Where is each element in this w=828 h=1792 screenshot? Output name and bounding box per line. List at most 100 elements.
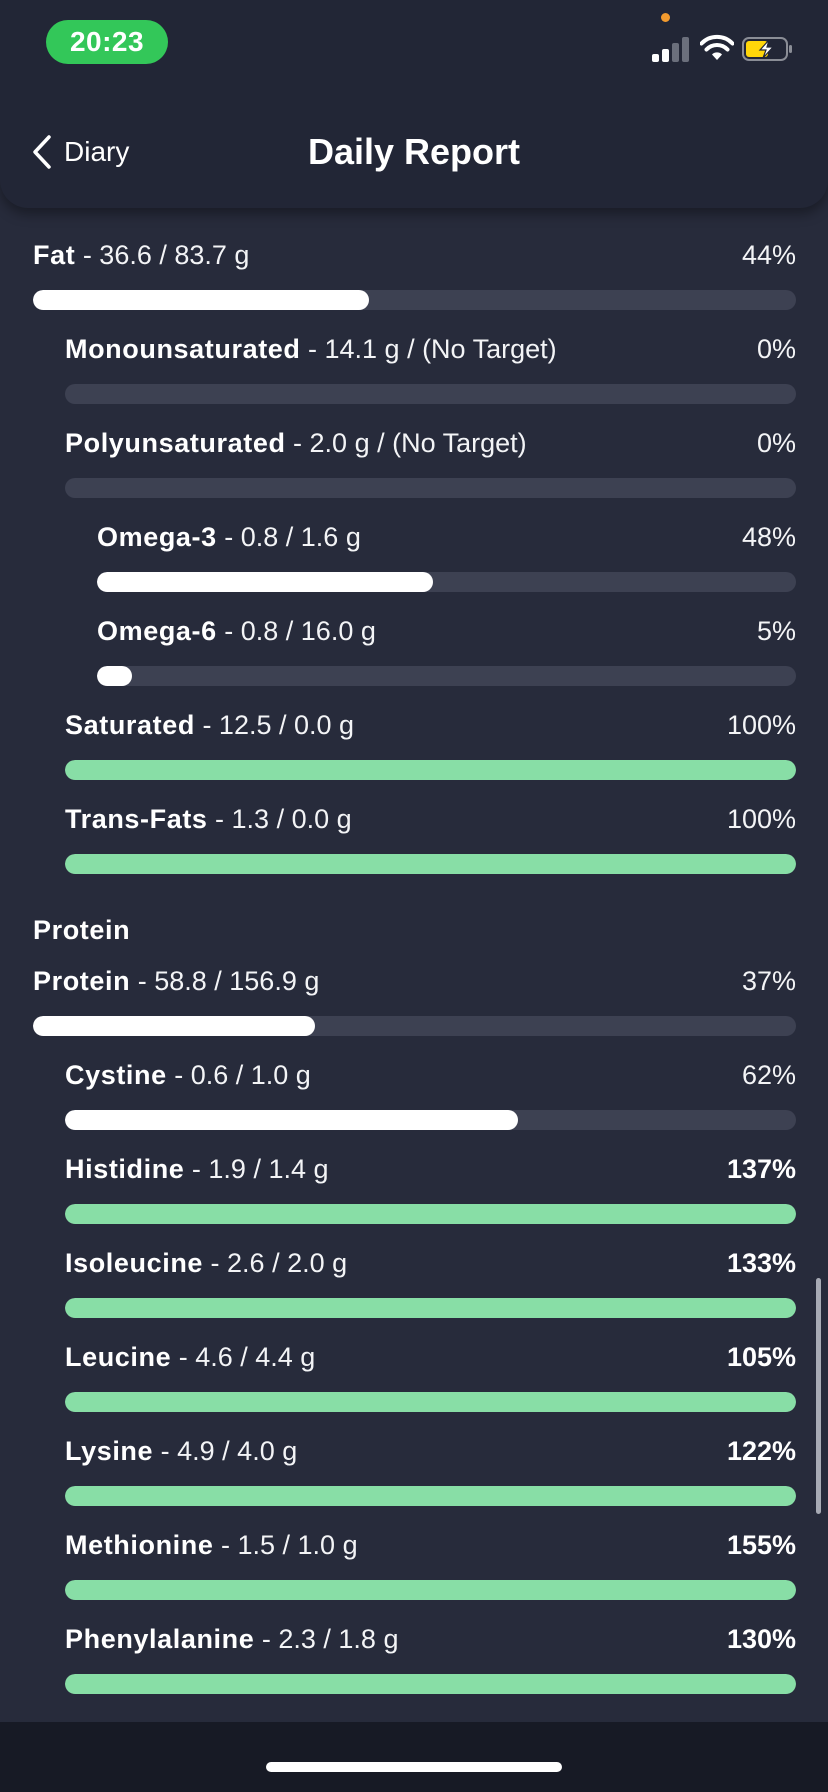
nutrient-name: Monounsaturated xyxy=(65,334,301,364)
nutrient-row-methionine[interactable]: Methionine - 1.5 / 1.0 g 155% xyxy=(65,1530,796,1600)
nutrient-percent: 155% xyxy=(726,1530,796,1560)
nutrient-percent: 137% xyxy=(726,1154,796,1184)
nutrient-name: Omega-6 xyxy=(97,616,217,646)
nutrient-row-histidine[interactable]: Histidine - 1.9 / 1.4 g 137% xyxy=(65,1154,796,1224)
progress-fill xyxy=(65,1298,796,1318)
section-title-protein: Protein xyxy=(33,915,131,945)
progress-track xyxy=(33,1016,796,1036)
nutrient-row-omega-6[interactable]: Omega-6 - 0.8 / 16.0 g 5% xyxy=(97,616,796,686)
nutrient-name: Trans-Fats xyxy=(65,804,208,834)
scrollbar[interactable] xyxy=(816,1278,821,1514)
nutrient-amount: - 14.1 g / (No Target) xyxy=(300,334,557,364)
nutrient-percent: 0% xyxy=(756,334,796,364)
progress-fill xyxy=(33,290,369,310)
nutrient-row-lysine[interactable]: Lysine - 4.9 / 4.0 g 122% xyxy=(65,1436,796,1506)
progress-track xyxy=(65,1392,796,1412)
progress-track xyxy=(65,1204,796,1224)
navigation-header: 20:23 Diary Daily Report xyxy=(0,0,828,208)
progress-track xyxy=(65,478,796,498)
nutrient-percent: 37% xyxy=(741,966,796,996)
nutrient-name: Phenylalanine xyxy=(65,1624,255,1654)
nutrient-name: Cystine xyxy=(65,1060,167,1090)
nutrient-amount: - 36.6 / 83.7 g xyxy=(75,240,250,270)
nutrient-percent: 130% xyxy=(726,1624,796,1654)
progress-fill xyxy=(65,1486,796,1506)
nutrient-amount: - 0.8 / 1.6 g xyxy=(216,522,361,552)
nutrient-name: Protein xyxy=(33,966,131,996)
nutrient-row-cystine[interactable]: Cystine - 0.6 / 1.0 g 62% xyxy=(65,1060,796,1130)
nutrient-row-trans-fats[interactable]: Trans-Fats - 1.3 / 0.0 g 100% xyxy=(65,804,796,874)
nutrient-amount: - 58.8 / 156.9 g xyxy=(130,966,320,996)
nutrient-percent: 62% xyxy=(741,1060,796,1090)
nutrient-name: Saturated xyxy=(65,710,195,740)
nutrient-amount: - 2.6 / 2.0 g xyxy=(203,1248,348,1278)
nutrient-row-isoleucine[interactable]: Isoleucine - 2.6 / 2.0 g 133% xyxy=(65,1248,796,1318)
nutrient-row-leucine[interactable]: Leucine - 4.6 / 4.4 g 105% xyxy=(65,1342,796,1412)
nutrient-amount: - 1.5 / 1.0 g xyxy=(213,1530,358,1560)
progress-fill xyxy=(65,1580,796,1600)
progress-track xyxy=(65,1298,796,1318)
nutrient-name: Polyunsaturated xyxy=(65,428,286,458)
nutrient-percent: 100% xyxy=(726,710,796,740)
progress-track xyxy=(65,1580,796,1600)
nutrient-name: Lysine xyxy=(65,1436,154,1466)
nutrient-percent: 44% xyxy=(741,240,796,270)
nutrient-name: Fat xyxy=(33,240,76,270)
battery-charging-icon xyxy=(742,37,792,61)
progress-fill xyxy=(65,1674,796,1694)
progress-track xyxy=(65,384,796,404)
progress-fill xyxy=(65,760,796,780)
chevron-left-icon xyxy=(33,135,51,169)
nutrient-row-phenylalanine[interactable]: Phenylalanine - 2.3 / 1.8 g 130% xyxy=(65,1624,796,1694)
nutrient-name: Methionine xyxy=(65,1530,214,1560)
nutrient-row-polyunsaturated[interactable]: Polyunsaturated - 2.0 g / (No Target) 0% xyxy=(65,428,796,498)
progress-track xyxy=(65,1674,796,1694)
nutrient-row-saturated[interactable]: Saturated - 12.5 / 0.0 g 100% xyxy=(65,710,796,780)
nutrient-percent: 133% xyxy=(726,1248,796,1278)
progress-fill xyxy=(97,572,433,592)
nutrient-amount: - 4.9 / 4.0 g xyxy=(153,1436,298,1466)
wifi-icon xyxy=(700,34,734,60)
nutrient-percent: 0% xyxy=(756,428,796,458)
nutrient-percent: 100% xyxy=(726,804,796,834)
nutrient-row-protein[interactable]: Protein - 58.8 / 156.9 g 37% xyxy=(33,966,796,1036)
progress-track xyxy=(33,290,796,310)
progress-fill xyxy=(65,1204,796,1224)
nutrient-percent: 105% xyxy=(726,1342,796,1372)
progress-track xyxy=(65,1110,796,1130)
progress-track xyxy=(65,760,796,780)
progress-fill xyxy=(97,666,132,686)
status-time: 20:23 xyxy=(46,20,168,64)
progress-track xyxy=(97,572,796,592)
nutrient-row-fat[interactable]: Fat - 36.6 / 83.7 g 44% xyxy=(33,240,796,310)
home-indicator-area xyxy=(0,1722,828,1792)
progress-fill xyxy=(65,854,796,874)
nutrient-percent: 5% xyxy=(756,616,796,646)
nutrient-name: Omega-3 xyxy=(97,522,217,552)
privacy-indicator-dot xyxy=(661,13,670,22)
nutrient-amount: - 1.3 / 0.0 g xyxy=(207,804,352,834)
progress-track xyxy=(97,666,796,686)
progress-fill xyxy=(33,1016,316,1036)
nutrient-amount: - 0.8 / 16.0 g xyxy=(216,616,376,646)
cellular-signal-icon xyxy=(652,36,690,62)
nutrient-row-omega-3[interactable]: Omega-3 - 0.8 / 1.6 g 48% xyxy=(97,522,796,592)
nutrient-name: Histidine xyxy=(65,1154,185,1184)
nutrient-amount: - 1.9 / 1.4 g xyxy=(184,1154,329,1184)
progress-fill xyxy=(65,1110,519,1130)
page-title: Daily Report xyxy=(307,131,521,172)
back-button[interactable]: Diary xyxy=(30,128,129,176)
progress-track xyxy=(65,854,796,874)
back-button-label: Diary xyxy=(64,136,130,167)
progress-fill xyxy=(65,1392,796,1412)
nutrient-row-monounsaturated[interactable]: Monounsaturated - 14.1 g / (No Target) 0… xyxy=(65,334,796,404)
nutrient-name: Leucine xyxy=(65,1342,172,1372)
nutrient-percent: 48% xyxy=(741,522,796,552)
home-indicator[interactable] xyxy=(266,1762,562,1772)
nutrient-amount: - 2.3 / 1.8 g xyxy=(254,1624,399,1654)
nutrient-amount: - 0.6 / 1.0 g xyxy=(166,1060,311,1090)
progress-track xyxy=(65,1486,796,1506)
nutrient-amount: - 12.5 / 0.0 g xyxy=(194,710,355,740)
nutrient-amount: - 2.0 g / (No Target) xyxy=(285,428,527,458)
